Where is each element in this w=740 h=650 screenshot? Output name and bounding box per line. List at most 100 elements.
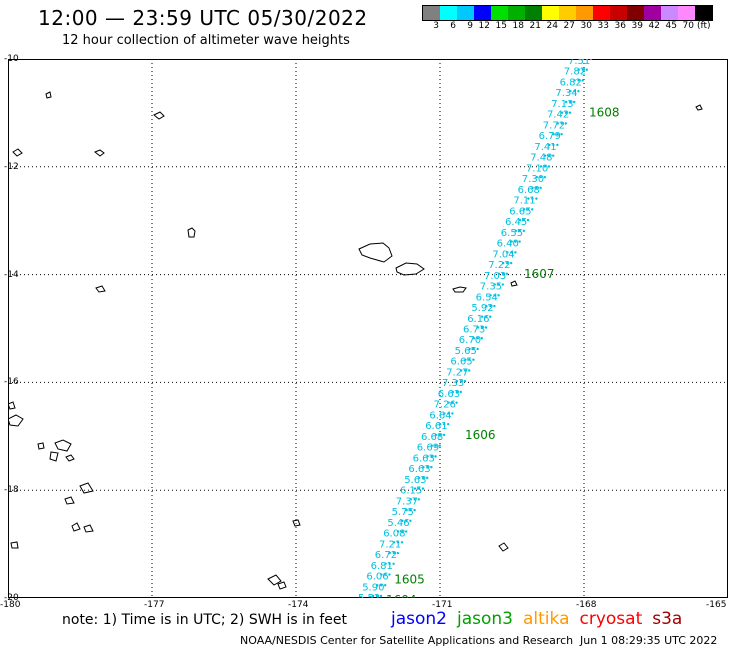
legend-swatch xyxy=(661,6,678,20)
legend-label: 3 xyxy=(433,21,439,31)
wave-height-value: 6.82 xyxy=(560,77,582,88)
wave-height-value: 7.04 xyxy=(492,249,514,260)
wave-height-value: 5.90 xyxy=(362,582,384,593)
track-dot xyxy=(379,594,383,598)
track-dot xyxy=(413,498,416,501)
time-label: 1607 xyxy=(524,267,555,281)
lat-label: -20 xyxy=(4,593,19,603)
wave-height-value: 6.72 xyxy=(375,550,397,561)
track-dot xyxy=(543,175,546,179)
island-futuna xyxy=(153,111,165,120)
wave-height-value: 6.54 xyxy=(476,292,498,303)
map-canvas: 7.517.826.827.347.137.427.726.797.417.48… xyxy=(8,59,728,598)
wave-height-value: 7.33 xyxy=(442,378,464,389)
track-dot xyxy=(565,100,568,104)
track-dot xyxy=(501,272,505,275)
track-dot xyxy=(481,315,484,318)
track-dot xyxy=(531,197,534,200)
track-dot xyxy=(493,283,496,286)
legend-label: 27 xyxy=(563,21,575,31)
map-title: 12:00 — 23:59 UTC 05/30/2022 xyxy=(38,6,368,30)
wave-height-value: 7.41 xyxy=(534,142,556,153)
track-dot xyxy=(459,380,463,383)
track-dot xyxy=(380,573,383,576)
island-upolu xyxy=(395,262,425,276)
track-dot xyxy=(485,315,488,318)
wave-height-value: 5.63 xyxy=(404,475,426,486)
wave-height-value: 6.64 xyxy=(429,410,451,421)
track-dot xyxy=(573,79,576,82)
time-label: 1605 xyxy=(394,572,425,586)
track-dot xyxy=(422,476,425,480)
track-dot xyxy=(527,197,530,200)
track-dot xyxy=(480,326,484,329)
track-dot xyxy=(480,337,483,340)
lat-label: -18 xyxy=(4,485,19,496)
track-dot xyxy=(405,530,408,533)
lon-label: -180 xyxy=(0,600,21,610)
wave-height-value: 7.26 xyxy=(434,400,456,411)
track-dot xyxy=(539,175,542,179)
track-dot xyxy=(510,261,513,265)
track-dot xyxy=(585,59,589,61)
track-dot xyxy=(522,218,526,222)
track-dot xyxy=(375,594,379,598)
track-dot xyxy=(421,487,425,490)
track-dot xyxy=(396,551,399,555)
island-savaii xyxy=(358,242,393,263)
wave-height-value: 6.68 xyxy=(421,432,443,443)
legend-swatch xyxy=(525,6,542,20)
track-dot xyxy=(468,369,471,372)
track-dot xyxy=(514,229,517,233)
track-dot xyxy=(535,175,538,179)
wave-height-value: 7.03 xyxy=(484,271,506,282)
track-dot xyxy=(527,208,530,211)
wave-height-value: 5.46 xyxy=(387,518,409,529)
legend-label: 12 xyxy=(478,21,490,31)
legend-label: 21 xyxy=(529,21,541,31)
satellite-jason2: jason2 xyxy=(391,609,447,629)
track-dot xyxy=(568,111,572,114)
wave-height-value: 6.81 xyxy=(371,561,393,572)
wave-height-value: 6.55 xyxy=(501,228,523,239)
wave-height-value: 6.65 xyxy=(509,206,531,217)
track-dot xyxy=(392,551,395,555)
track-dot xyxy=(539,165,543,168)
wave-height-value: 6.69 xyxy=(417,443,439,454)
track-dot xyxy=(447,401,450,404)
legend-swatch xyxy=(593,6,610,20)
track-dot xyxy=(397,530,400,533)
satellite-cryosat: cryosat xyxy=(579,609,643,629)
track-dot xyxy=(569,100,572,104)
track-dot xyxy=(476,347,479,351)
legend-swatch xyxy=(508,6,525,20)
wave-height-value: 5.52 xyxy=(358,593,380,598)
track-dot xyxy=(518,240,521,243)
track-dot xyxy=(392,562,395,565)
legend-label: 70 xyxy=(682,21,694,31)
track-dot xyxy=(497,272,501,275)
wave-height-value: 7.37 xyxy=(396,496,418,507)
legend-swatch xyxy=(440,6,457,20)
island-tutuila xyxy=(452,286,467,293)
wave-height-value: 6.63 xyxy=(413,453,435,464)
track-dot xyxy=(430,444,433,447)
wave-height-value: 5.65 xyxy=(455,346,477,357)
lat-label: -16 xyxy=(4,377,19,388)
track-dot xyxy=(396,541,400,544)
wave-height-value: 6.06 xyxy=(366,572,388,583)
footer-credit: NOAA/NESDIS Center for Satellite Applica… xyxy=(240,634,574,647)
lon-label: -174 xyxy=(288,600,309,610)
lat-label: -10 xyxy=(4,54,19,64)
legend-label: 33 xyxy=(597,21,609,31)
track-dot xyxy=(506,261,509,265)
track-dot xyxy=(569,90,572,93)
track-dot xyxy=(535,186,538,190)
satellite-legend: jason2 jason3 altika cryosat s3a xyxy=(391,609,692,629)
lon-label: -168 xyxy=(576,600,597,610)
track-dot xyxy=(455,390,458,394)
track-dot xyxy=(472,337,475,340)
track-dot xyxy=(564,111,568,114)
wave-height-value: 5.92 xyxy=(471,303,493,314)
wave-height-value: 7.72 xyxy=(543,120,565,131)
